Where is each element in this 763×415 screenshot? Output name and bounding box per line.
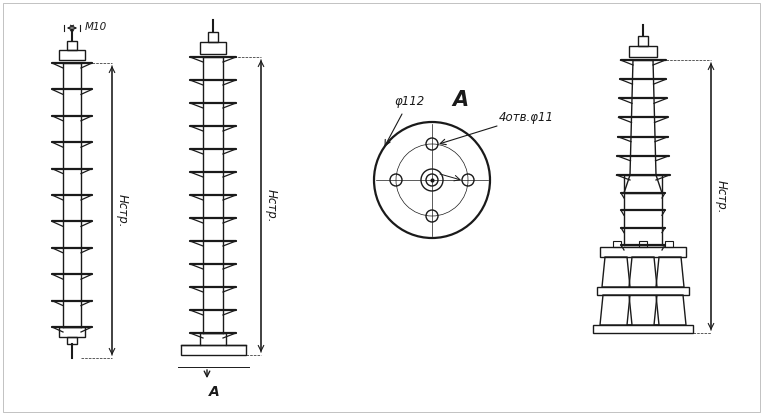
Bar	[593, 325, 693, 333]
Bar	[665, 241, 673, 247]
Text: Нстр.: Нстр.	[116, 194, 129, 227]
Bar	[181, 345, 246, 355]
Bar	[67, 41, 77, 50]
Text: 4отв.φ11: 4отв.φ11	[499, 111, 554, 124]
Text: φ112: φ112	[394, 95, 424, 108]
Text: A: A	[208, 385, 220, 399]
Text: A: A	[452, 90, 468, 110]
Bar	[613, 241, 621, 247]
Bar	[638, 36, 648, 46]
Bar	[60, 50, 85, 60]
Text: Нстр.: Нстр.	[265, 189, 278, 223]
Bar	[629, 46, 657, 57]
Text: M10: M10	[85, 22, 108, 32]
Bar	[200, 42, 226, 54]
Bar	[67, 337, 77, 344]
Bar	[597, 287, 689, 295]
Bar	[639, 241, 647, 247]
Bar	[624, 175, 662, 193]
Text: Нстр.: Нстр.	[715, 180, 728, 213]
Bar	[60, 327, 85, 337]
Bar	[200, 333, 226, 345]
Bar	[600, 247, 686, 257]
Bar	[208, 32, 218, 42]
